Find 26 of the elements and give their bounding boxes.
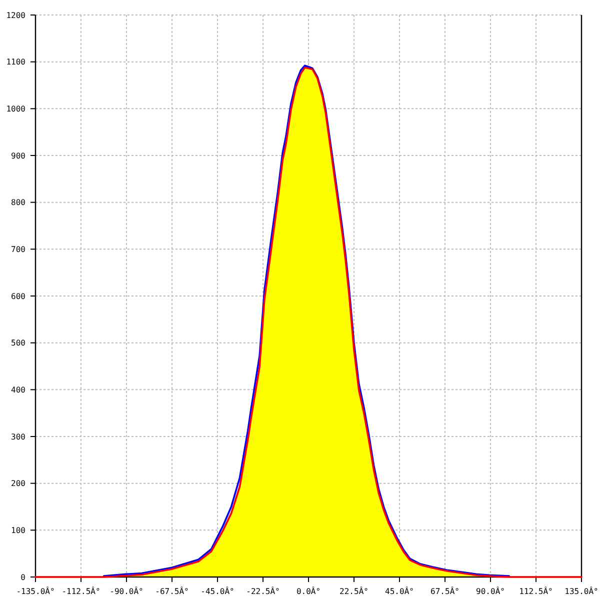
y-tick-label: 500 [11,338,26,348]
x-tick-label: 135.0Â° [564,586,598,596]
y-tick-label: 900 [11,151,26,160]
x-tick-label: 0.0Â° [296,586,321,596]
x-tick-label: 22.5Â° [340,586,368,596]
y-tick-label: 1100 [6,58,26,67]
x-tick-label: -90.0Â° [110,586,144,596]
y-tick-label: 400 [11,385,26,394]
x-tick-label: 112.5Â° [519,586,553,596]
x-tick-label: 67.5Â° [430,586,460,596]
x-tick-label: -22.5Â° [246,586,280,596]
y-tick-label: 800 [11,198,26,208]
y-tick-label: 1000 [6,104,26,114]
x-tick-label: 90.0Â° [476,586,505,596]
y-tick-label: 0 [20,572,26,582]
y-tick-label: 1200 [6,10,26,20]
y-tick-label: 200 [11,479,26,488]
x-tick-label: -135.0Â° [16,586,55,596]
x-tick-label: -45.0Â° [200,586,234,596]
y-tick-label: 600 [11,292,26,301]
x-tick-label: 45.0Â° [385,586,414,596]
x-tick-label: -112.5Â° [62,586,100,596]
x-tick-label: -67.5Â° [155,586,189,596]
y-tick-label: 700 [11,244,26,254]
y-tick-label: 100 [11,526,26,535]
y-tick-label: 300 [11,432,26,442]
